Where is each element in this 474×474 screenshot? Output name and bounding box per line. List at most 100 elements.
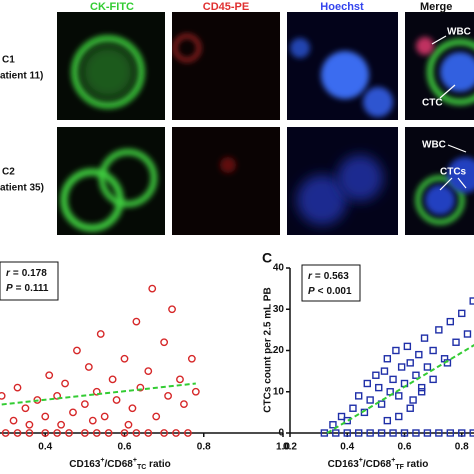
point xyxy=(25,420,34,429)
x-tick-label: 0.6 xyxy=(118,442,132,453)
row-label: C2 xyxy=(2,167,15,178)
point xyxy=(329,421,337,429)
point xyxy=(132,429,141,437)
annotation: CTC xyxy=(422,98,443,109)
y-tick-label: 0 xyxy=(278,428,284,439)
point xyxy=(80,429,89,437)
point xyxy=(406,359,414,367)
point xyxy=(417,383,426,392)
y-tick-label: 30 xyxy=(273,304,285,315)
fit-line xyxy=(0,382,196,406)
point xyxy=(13,429,22,437)
fit-line xyxy=(326,344,474,434)
stat-relation: = xyxy=(315,271,321,282)
point xyxy=(41,412,50,421)
point xyxy=(377,400,386,408)
y-tick-label: 40 xyxy=(273,263,285,274)
point xyxy=(160,338,169,347)
column-header: CD45-PE xyxy=(203,1,249,13)
x-label-part: CD163 xyxy=(328,459,360,470)
x-label-part: + xyxy=(391,457,395,464)
point xyxy=(69,408,77,417)
point xyxy=(349,404,357,412)
panel-label: C xyxy=(262,250,272,266)
point xyxy=(21,404,30,413)
point xyxy=(417,388,426,396)
point xyxy=(73,346,81,355)
point xyxy=(360,408,369,417)
point xyxy=(395,392,403,400)
point xyxy=(415,350,423,359)
stat: P <0.001 xyxy=(308,286,352,297)
x-tick-label: 0.4 xyxy=(38,442,52,453)
point xyxy=(383,355,392,363)
stat-symbol: r xyxy=(308,271,313,282)
x-tick-label: 0.4 xyxy=(340,442,354,453)
y-axis-label: CTCs count per 2.5 mL PB xyxy=(263,287,274,412)
point xyxy=(420,334,429,342)
row-label: atient 11) xyxy=(0,71,43,82)
column-header: CK-FITC xyxy=(90,1,134,13)
point xyxy=(409,396,417,404)
x-axis-label: CD163+/CD68+TF ratio xyxy=(328,457,429,471)
point xyxy=(120,429,129,437)
x-label-part: + xyxy=(133,457,137,464)
point xyxy=(120,354,129,363)
point xyxy=(406,404,414,412)
stats-box xyxy=(301,264,361,302)
point xyxy=(412,371,420,379)
point xyxy=(446,317,454,326)
point xyxy=(366,396,374,404)
point xyxy=(435,326,443,334)
point xyxy=(136,383,145,392)
point xyxy=(403,342,412,351)
point xyxy=(92,429,101,437)
x-label-part: + xyxy=(100,457,104,464)
point xyxy=(366,429,374,437)
x-label-part: /CD68 xyxy=(104,459,133,470)
point xyxy=(458,309,466,318)
x-label-part: CD163 xyxy=(69,459,101,470)
row-label: atient 35) xyxy=(0,183,44,194)
point xyxy=(395,412,403,421)
stat-relation: < xyxy=(318,286,324,297)
point xyxy=(423,363,432,371)
point xyxy=(112,396,121,404)
stat-relation: = xyxy=(13,268,19,279)
point xyxy=(383,416,392,425)
point xyxy=(152,412,161,421)
point xyxy=(187,354,196,363)
point xyxy=(164,391,172,400)
stat: r = 0.563 xyxy=(308,271,349,282)
point xyxy=(183,429,192,437)
point xyxy=(191,387,200,396)
point xyxy=(372,371,380,379)
point xyxy=(13,383,22,392)
point xyxy=(128,404,137,413)
point xyxy=(53,391,62,400)
point xyxy=(45,371,54,380)
point xyxy=(176,375,184,384)
stat-value: 0.178 xyxy=(22,268,47,279)
point xyxy=(397,363,406,371)
stat-value: 0.001 xyxy=(327,286,352,297)
x-label-part: /CD68 xyxy=(363,459,392,470)
point xyxy=(343,416,351,425)
point xyxy=(1,429,10,437)
stats-box xyxy=(0,261,59,301)
column-header: Merge xyxy=(420,1,452,13)
point xyxy=(0,391,6,400)
x-tick-label: 0.6 xyxy=(398,442,412,453)
x-label-part: ratio xyxy=(146,459,170,470)
point xyxy=(25,429,34,437)
micrograph-panels xyxy=(57,12,474,235)
point xyxy=(65,429,73,437)
x-label-part: TF xyxy=(395,464,404,471)
point xyxy=(400,429,409,437)
point xyxy=(463,330,472,338)
stat: P = 0.111 xyxy=(6,283,49,294)
point xyxy=(375,383,383,392)
point xyxy=(88,416,97,425)
point xyxy=(92,387,101,396)
